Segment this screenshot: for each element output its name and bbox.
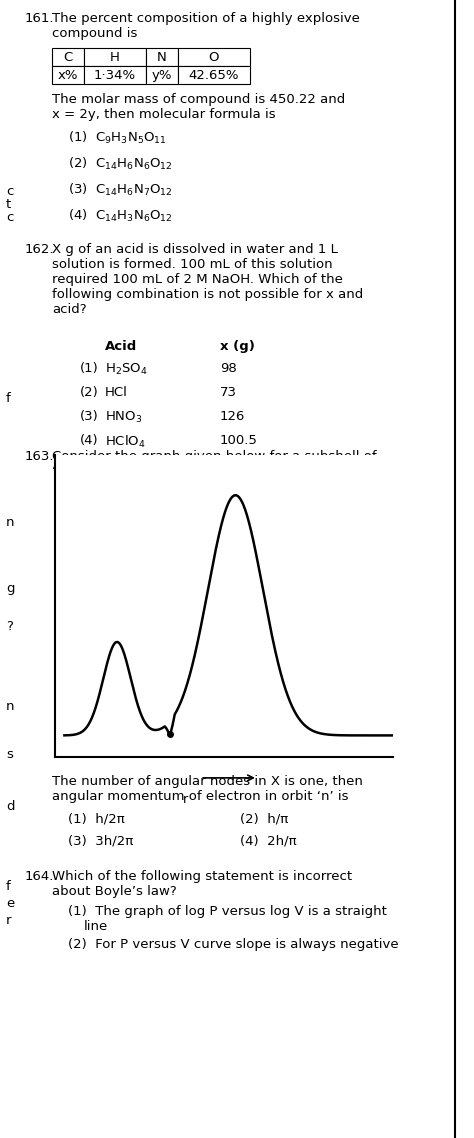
Bar [178,48,250,66]
Text: (1)  h/2π: (1) h/2π [68,813,125,826]
Text: 73: 73 [220,386,237,399]
Text: HNO$_3$: HNO$_3$ [105,410,143,426]
Text: ‘X’: ‘X’ [52,465,70,478]
Text: (3)  C$_{14}$H$_6$N$_7$O$_{12}$: (3) C$_{14}$H$_6$N$_7$O$_{12}$ [68,182,173,198]
Text: 42.65%: 42.65% [189,68,239,82]
Text: y%: y% [152,68,172,82]
Text: The percent composition of a highly explosive: The percent composition of a highly expl… [52,13,360,25]
Text: H: H [110,50,120,64]
Text: 98: 98 [220,362,237,376]
Text: line: line [84,920,108,933]
Text: (1)  The graph of log P versus log V is a straight: (1) The graph of log P versus log V is a… [68,905,387,918]
Text: Which of the following statement is incorrect: Which of the following statement is inco… [52,869,352,883]
Text: x (g): x (g) [220,340,255,353]
Text: t: t [6,198,11,211]
Text: 164.: 164. [25,869,55,883]
Text: 1·34%: 1·34% [94,68,136,82]
Text: HCl: HCl [105,386,128,399]
Text: 100.5: 100.5 [220,434,258,447]
Text: following combination is not possible for x and: following combination is not possible fo… [52,288,363,300]
Text: about Boyle’s law?: about Boyle’s law? [52,885,177,898]
Text: acid?: acid? [52,303,87,316]
Text: required 100 mL of 2 M NaOH. Which of the: required 100 mL of 2 M NaOH. Which of th… [52,273,343,286]
Text: 161.: 161. [25,13,55,25]
Text: (2)  For P versus V curve slope is always negative: (2) For P versus V curve slope is always… [68,938,399,951]
Text: N: N [157,50,167,64]
Text: d: d [6,800,15,813]
Text: Consider the graph given below for a subshell of: Consider the graph given below for a sub… [52,450,377,463]
Bar [52,48,84,66]
Text: n: n [6,516,15,529]
Text: (2)  C$_{14}$H$_6$N$_6$O$_{12}$: (2) C$_{14}$H$_6$N$_6$O$_{12}$ [68,156,173,172]
Bar [146,48,178,66]
Text: angular momentum of electron in orbit ‘n’ is: angular momentum of electron in orbit ‘n… [52,790,348,803]
Bar [52,66,84,84]
Text: H$_2$SO$_4$: H$_2$SO$_4$ [105,362,147,377]
Text: x%: x% [58,68,78,82]
Bar [178,66,250,84]
Text: X g of an acid is dissolved in water and 1 L: X g of an acid is dissolved in water and… [52,244,338,256]
Text: HClO$_4$: HClO$_4$ [105,434,146,451]
Text: f: f [6,391,11,405]
Text: (1)  C$_9$H$_3$N$_5$O$_{11}$: (1) C$_9$H$_3$N$_5$O$_{11}$ [68,130,167,146]
Text: 126: 126 [220,410,246,423]
Bar [146,66,178,84]
Text: The molar mass of compound is 450.22 and: The molar mass of compound is 450.22 and [52,93,345,106]
Text: (4): (4) [80,434,99,447]
Text: c: c [6,211,13,224]
Text: (3): (3) [80,410,99,423]
Text: solution is formed. 100 mL of this solution: solution is formed. 100 mL of this solut… [52,258,333,271]
Bar [84,48,146,66]
Text: e: e [6,897,14,910]
Text: r: r [6,914,11,927]
Text: (2)  h/π: (2) h/π [240,813,288,826]
Text: 162.: 162. [25,244,55,256]
Text: c: c [6,185,13,198]
Text: (3)  3h/2π: (3) 3h/2π [68,835,133,848]
Text: x = 2y, then molecular formula is: x = 2y, then molecular formula is [52,108,275,121]
Bar [84,66,146,84]
Text: (4)  C$_{14}$H$_3$N$_6$O$_{12}$: (4) C$_{14}$H$_3$N$_6$O$_{12}$ [68,208,173,224]
Text: C: C [64,50,73,64]
Text: r: r [183,793,189,806]
Text: f: f [6,880,11,893]
Text: n: n [6,700,15,714]
Text: compound is: compound is [52,27,137,40]
Text: O: O [209,50,219,64]
Text: s: s [6,748,13,761]
Text: 163.: 163. [25,450,55,463]
Text: ?: ? [6,620,13,633]
Text: Acid: Acid [105,340,137,353]
Text: (1): (1) [80,362,99,376]
Text: The number of angular nodes in X is one, then: The number of angular nodes in X is one,… [52,775,363,787]
Text: g: g [6,582,15,595]
Text: (2): (2) [80,386,99,399]
Text: (4)  2h/π: (4) 2h/π [240,835,297,848]
